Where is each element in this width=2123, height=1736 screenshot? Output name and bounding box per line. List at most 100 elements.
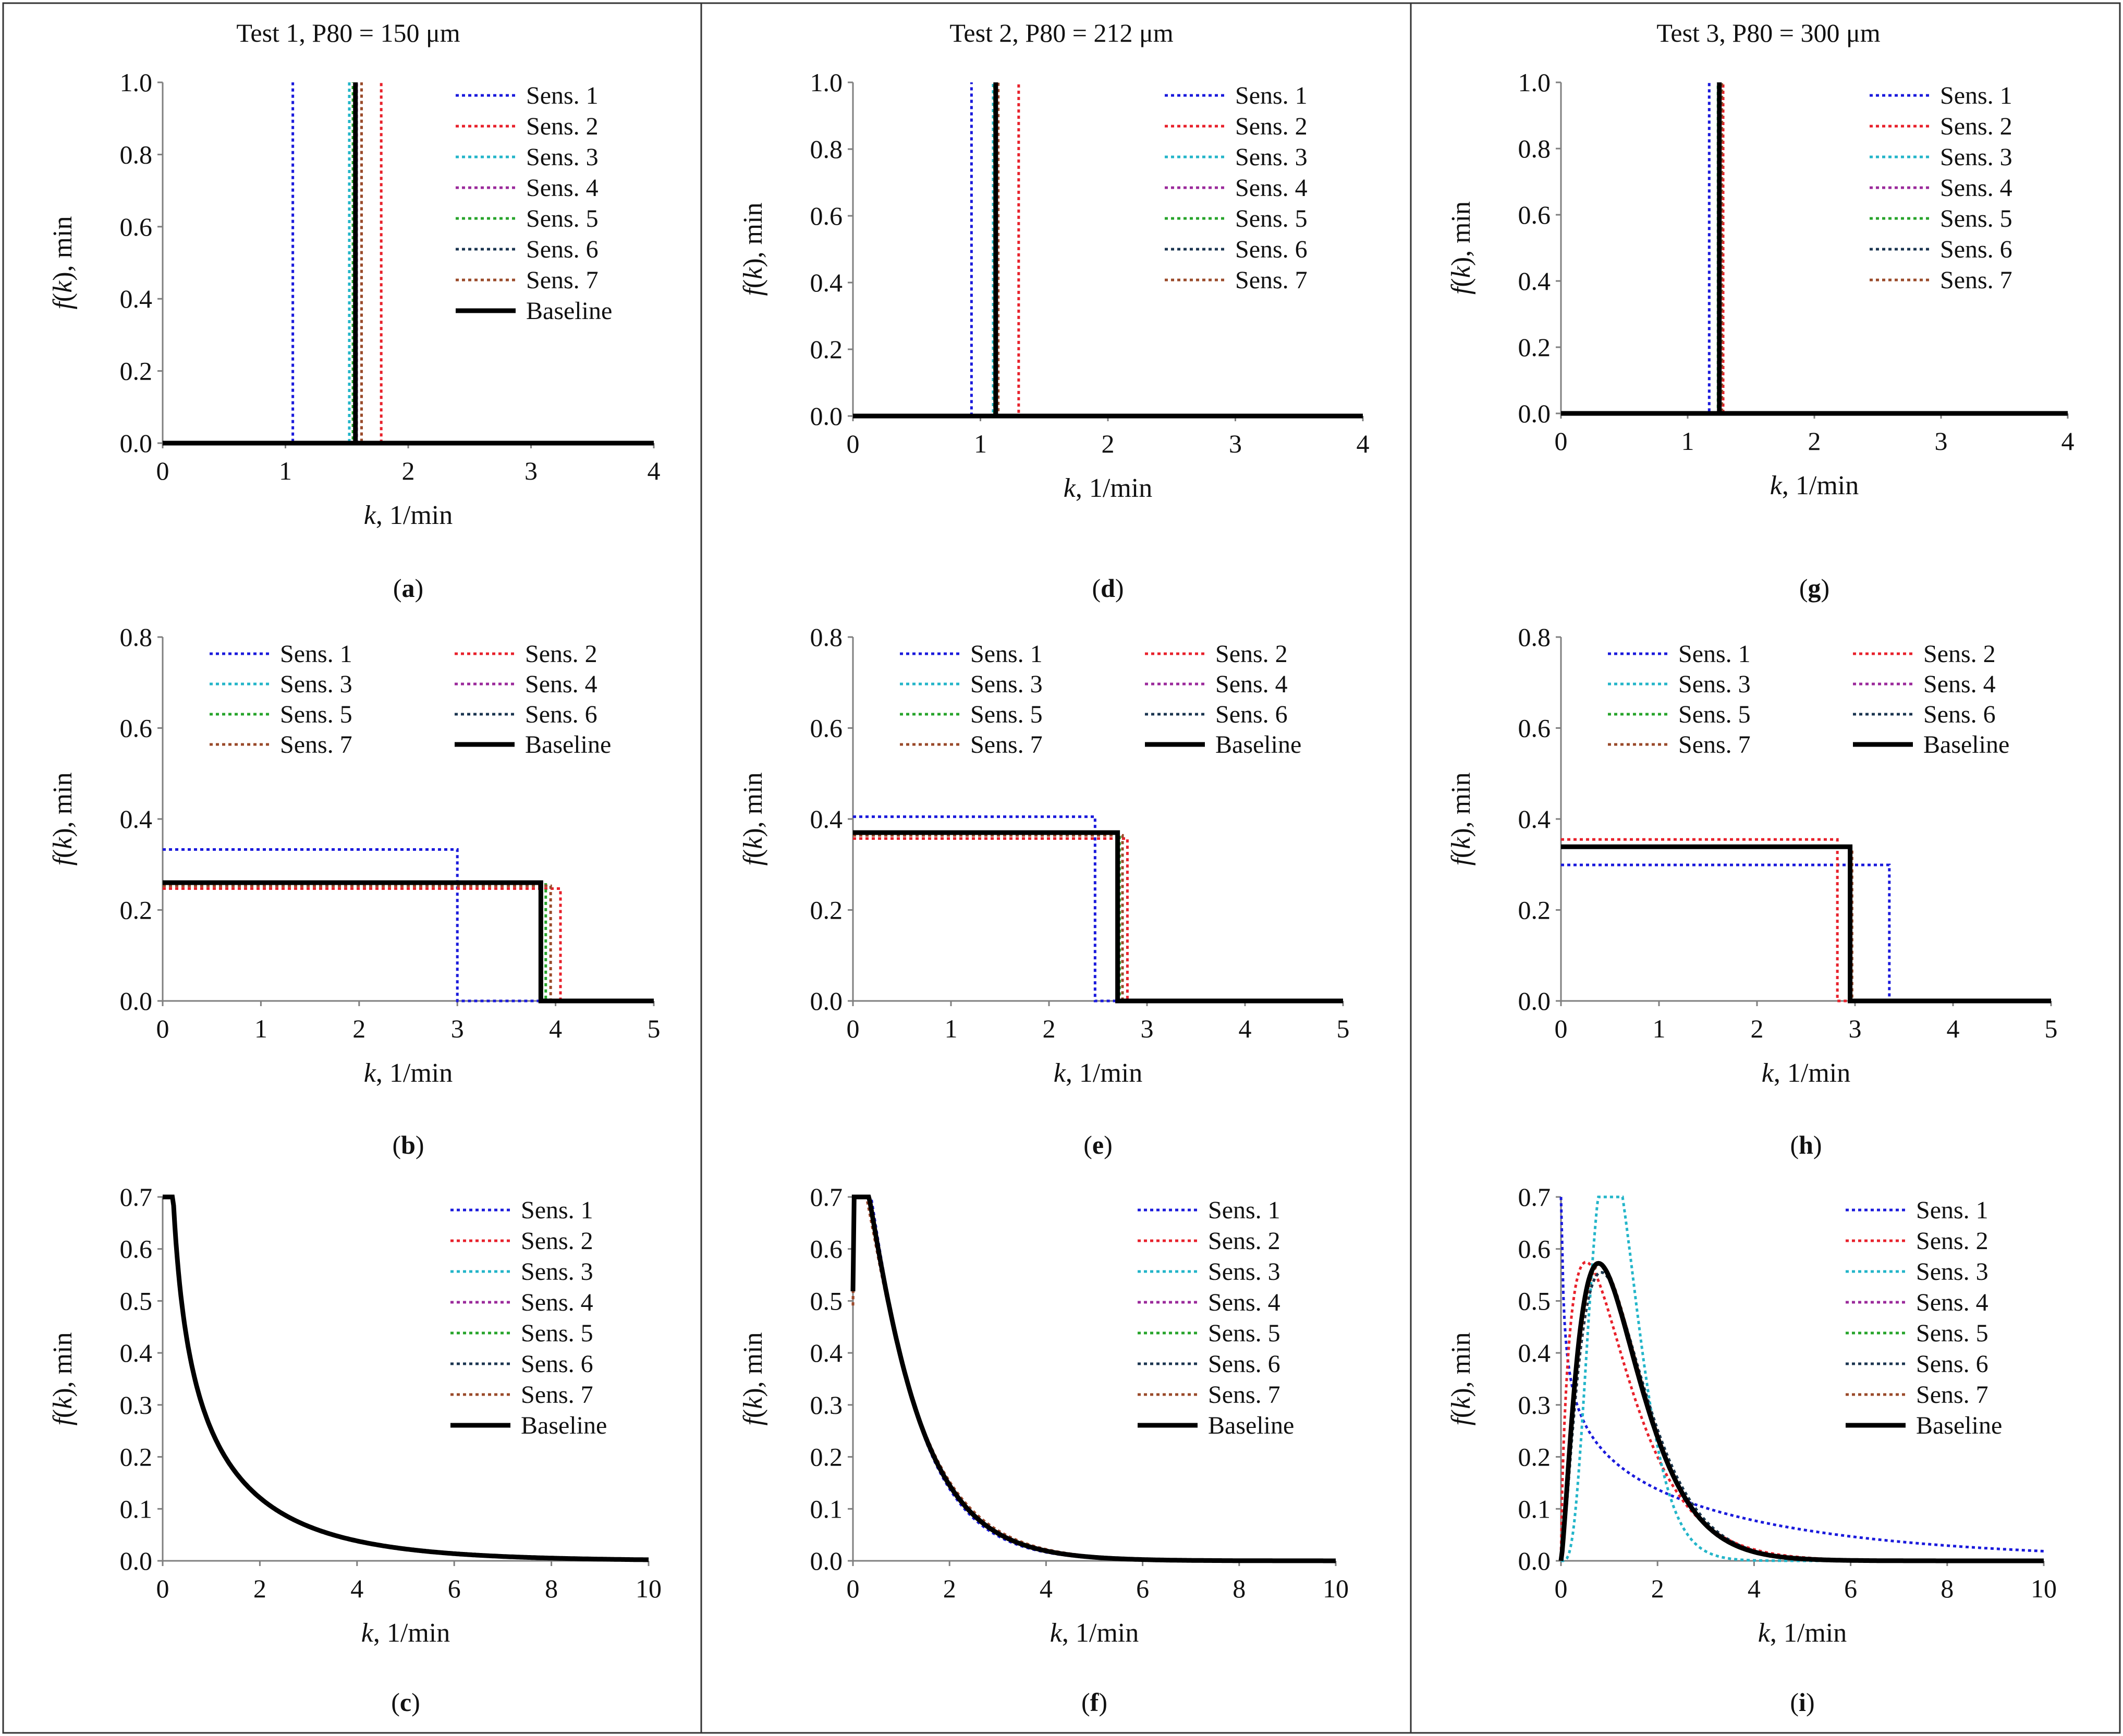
y-tick-label: 0.0 (810, 401, 843, 431)
y-tick-label: 0.2 (1518, 333, 1551, 362)
x-tick-label: 6 (448, 1574, 461, 1603)
legend-label: Sens. 5 (970, 701, 1043, 728)
y-axis-label: f(k), min (48, 216, 78, 309)
series-line-sens-1 (853, 815, 1343, 1003)
x-tick-label: 3 (451, 1014, 464, 1043)
legend-label: Baseline (1923, 731, 2009, 759)
legend-label: Sens. 6 (1916, 1350, 1988, 1378)
legend-label: Sens. 2 (521, 1227, 593, 1255)
legend-label: Sens. 7 (1678, 731, 1751, 759)
legend-label: Sens. 5 (1208, 1319, 1280, 1347)
chart-panel-g: 0.0 0.2 0.4 0.6 0.8 1.0 0 1 2 3 4 k, 1/min f(k), min… (1446, 68, 2075, 603)
x-tick-label: 0 (156, 1014, 169, 1043)
series-line-baseline (163, 1194, 649, 1562)
legend-label: Sens. 3 (1208, 1258, 1280, 1286)
legend-label: Sens. 2 (526, 113, 599, 140)
x-axis-label: k, 1/min (1054, 1058, 1142, 1088)
chart-panel-i: 0.0 0.1 0.2 0.3 0.4 0.5 0.6 0.7 0 2 4 6 8 10 k, 1/min f… (1446, 1182, 2057, 1717)
y-tick-label: 0.4 (120, 1338, 153, 1367)
y-axis-label: f(k), min (1446, 772, 1476, 865)
y-tick-label: 0.7 (810, 1182, 843, 1212)
y-tick-label: 0.1 (1518, 1494, 1551, 1523)
y-tick-label: 0.7 (1518, 1182, 1551, 1212)
x-axis-label: k, 1/min (1064, 473, 1152, 503)
x-tick-label: 4 (350, 1574, 363, 1603)
x-tick-label: 5 (648, 1014, 661, 1043)
legend-label: Baseline (1208, 1412, 1294, 1439)
x-tick-label: 3 (1141, 1014, 1154, 1043)
legend-label: Sens. 5 (1940, 205, 2012, 233)
x-tick-label: 2 (1102, 429, 1115, 458)
legend-label: Sens. 3 (1235, 143, 1308, 171)
legend-label: Sens. 5 (1678, 701, 1751, 728)
legend-label: Sens. 4 (1940, 174, 2012, 202)
legend-label: Sens. 1 (280, 640, 352, 668)
y-tick-label: 0.2 (120, 896, 153, 925)
series-line-sens-1 (163, 848, 654, 1003)
legend-label: Sens. 4 (1923, 670, 1996, 698)
legend: Sens. 1 Sens. 2 Sens. 3 Sens. 4 Sens. 5 Sens.… (1608, 640, 2009, 759)
x-tick-label: 0 (847, 429, 860, 458)
y-tick-label: 0.0 (1518, 399, 1551, 428)
y-tick-label: 0.6 (120, 1234, 153, 1264)
series-line-sens-4 (853, 831, 1343, 1003)
x-tick-label: 0 (1555, 426, 1568, 456)
subfigure-label: (f) (1081, 1688, 1107, 1717)
x-tick-label: 4 (2061, 426, 2075, 456)
series-line-sens-7 (163, 884, 654, 1003)
legend-label: Sens. 4 (1235, 174, 1308, 202)
y-tick-label: 0.8 (1518, 622, 1551, 652)
x-tick-label: 0 (1555, 1574, 1568, 1603)
subfigure-label: (a) (393, 573, 423, 603)
y-tick-label: 0.6 (810, 1234, 843, 1264)
y-tick-label: 0.2 (810, 1442, 843, 1472)
legend-label: Sens. 3 (1678, 670, 1751, 698)
x-axis-label: k, 1/min (364, 1058, 453, 1088)
x-tick-label: 2 (1751, 1014, 1764, 1043)
legend-label: Sens. 6 (525, 701, 597, 728)
y-tick-label: 0.3 (120, 1390, 153, 1420)
x-tick-label: 4 (1040, 1574, 1053, 1603)
y-tick-label: 0.2 (120, 1442, 153, 1472)
y-tick-label: 0.7 (120, 1182, 153, 1212)
legend-label: Sens. 6 (1215, 701, 1288, 728)
y-tick-label: 0.2 (810, 335, 843, 364)
x-tick-label: 4 (1357, 429, 1370, 458)
y-tick-label: 0.6 (120, 714, 153, 743)
x-tick-label: 4 (1748, 1574, 1761, 1603)
series-line-sens-6 (853, 831, 1343, 1003)
chart-panel-e: 0.0 0.2 0.4 0.6 0.8 0 1 2 3 4 5 k, 1/min f(k), min (e… (738, 622, 1350, 1159)
chart-panel-c: 0.0 0.1 0.2 0.3 0.4 0.5 0.6 0.7 0 2 4 6 8 10 k, 1/min f… (48, 1182, 662, 1717)
legend-label: Sens. 1 (1916, 1196, 1988, 1224)
legend-label: Sens. 7 (1208, 1381, 1280, 1409)
legend-label: Sens. 5 (1235, 205, 1308, 233)
legend-label: Sens. 3 (970, 670, 1043, 698)
x-axis-label: k, 1/min (1770, 471, 1859, 500)
legend-label: Sens. 2 (1916, 1227, 1988, 1255)
subfigure-label: (h) (1790, 1130, 1822, 1159)
legend-label: Baseline (1215, 731, 1301, 759)
x-axis-label: k, 1/min (1050, 1618, 1139, 1648)
x-tick-label: 3 (1935, 426, 1948, 456)
subfigure-label: (e) (1083, 1130, 1113, 1159)
x-tick-label: 0 (1555, 1014, 1568, 1043)
x-tick-label: 2 (1651, 1574, 1664, 1603)
series-line-sens-5 (1561, 846, 2051, 1003)
legend-label: Sens. 1 (1235, 82, 1308, 109)
y-tick-label: 0.6 (120, 212, 153, 241)
x-tick-label: 0 (847, 1014, 860, 1043)
y-tick-label: 0.5 (120, 1286, 153, 1315)
x-tick-label: 2 (943, 1574, 956, 1603)
y-tick-label: 1.0 (120, 68, 153, 97)
legend: Sens. 1 Sens. 2 Sens. 3 Sens. 4 Sens. 5 Sens.… (900, 640, 1301, 759)
y-tick-label: 0.8 (120, 140, 153, 169)
series-line-baseline (163, 82, 654, 446)
legend-label: Sens. 7 (1235, 266, 1308, 294)
y-tick-label: 0.2 (810, 896, 843, 925)
x-tick-label: 8 (545, 1574, 558, 1603)
series-line-sens-2 (163, 887, 654, 1003)
subfigure-label: (i) (1790, 1688, 1814, 1717)
chart-panel-f: 0.0 0.1 0.2 0.3 0.4 0.5 0.6 0.7 0 2 4 6 8 10 k, 1/min f… (738, 1182, 1349, 1717)
legend-label: Sens. 7 (970, 731, 1043, 759)
legend-label: Sens. 5 (280, 701, 352, 728)
